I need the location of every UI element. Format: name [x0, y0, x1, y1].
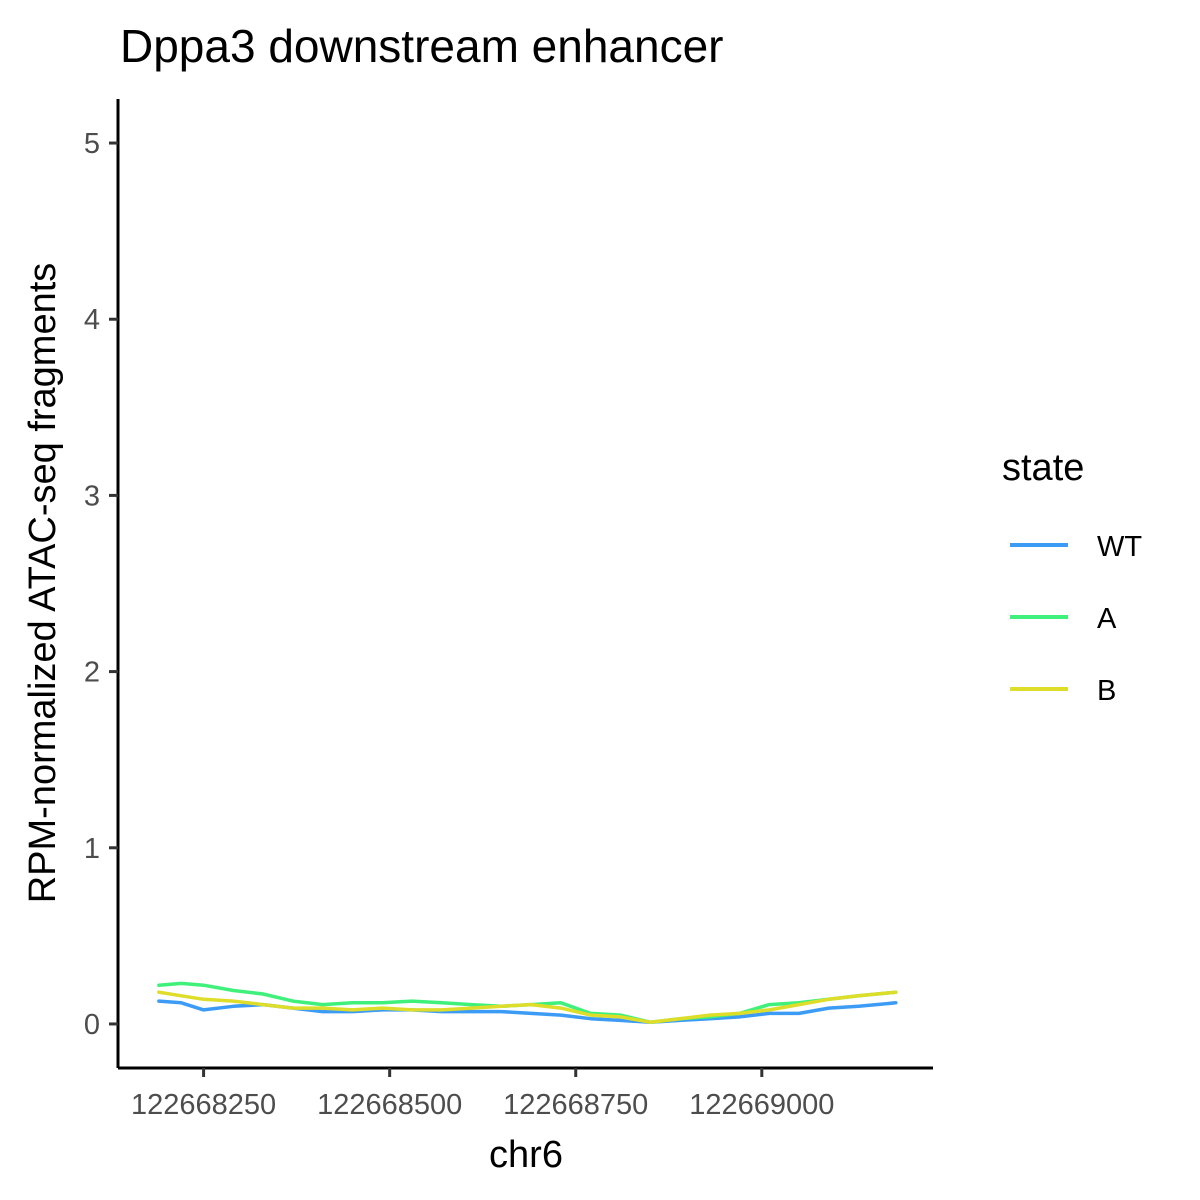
y-axis-title: RPM-normalized ATAC-seq fragments [22, 263, 64, 904]
y-tick-label: 1 [84, 833, 100, 865]
x-axis-title: chr6 [489, 1134, 563, 1176]
y-tick-label: 2 [84, 657, 100, 689]
legend-label-wt: WT [1097, 531, 1142, 563]
x-tick-label: 122668750 [503, 1089, 648, 1121]
x-tick-label: 122668250 [131, 1089, 276, 1121]
legend: state WT A B [1002, 447, 1142, 707]
legend-label-b: B [1097, 675, 1116, 707]
legend-label-a: A [1097, 603, 1117, 635]
series-layer [157, 981, 898, 1024]
legend-title: state [1002, 447, 1084, 489]
y-tick-label: 3 [84, 480, 100, 512]
series-line-a [157, 981, 898, 1024]
y-axis-ticks: 0 1 2 3 4 5 [84, 128, 118, 1041]
plot-area: 0 1 2 3 4 5 122668250 122668500 122668750 122669… [84, 99, 933, 1121]
y-tick-label: 5 [84, 128, 100, 160]
series-line-b [157, 990, 898, 1024]
y-tick-label: 4 [84, 304, 100, 336]
x-tick-label: 122669000 [689, 1089, 834, 1121]
chart-title: Dppa3 downstream enhancer [120, 20, 723, 72]
legend-items: WT A B [1010, 531, 1142, 707]
x-tick-label: 122668500 [317, 1089, 462, 1121]
x-axis-ticks: 122668250 122668500 122668750 122669000 [131, 1068, 834, 1121]
y-tick-label: 0 [84, 1009, 100, 1041]
